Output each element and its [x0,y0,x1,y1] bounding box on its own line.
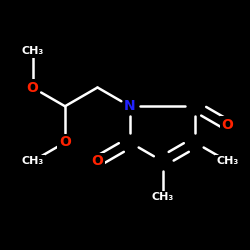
Text: O: O [59,136,71,149]
Text: O: O [92,154,104,168]
Text: CH₃: CH₃ [22,156,44,166]
Text: CH₃: CH₃ [216,156,238,166]
Text: CH₃: CH₃ [152,192,174,202]
Text: O: O [26,80,38,94]
Text: CH₃: CH₃ [22,46,44,56]
Text: N: N [124,99,136,113]
Text: O: O [222,118,234,132]
